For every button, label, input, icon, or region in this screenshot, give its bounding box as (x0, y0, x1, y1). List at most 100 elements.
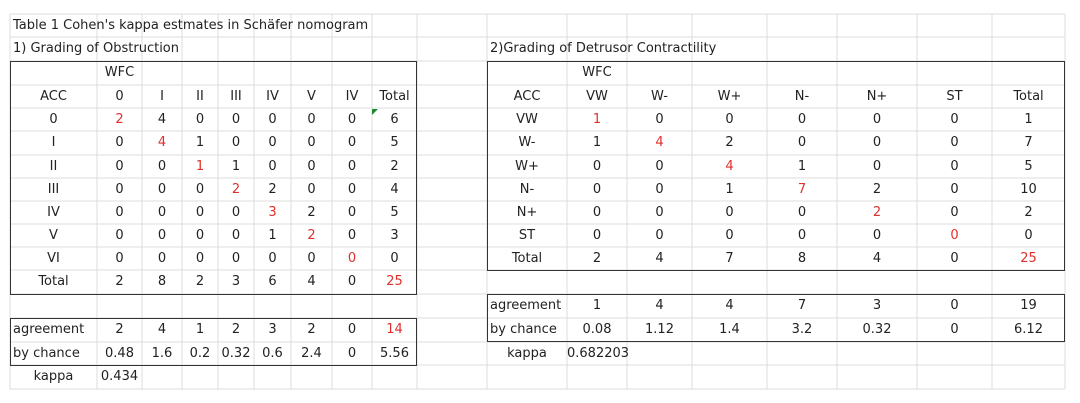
obstruction-table-cell: 0 (347, 251, 357, 266)
contractility-row-label: Total (511, 251, 543, 266)
contractility-table-cell: 4 (872, 251, 882, 266)
contractility-table-cell: 0 (950, 135, 959, 150)
contractility-table-cell: 1 (725, 182, 734, 197)
contractility-table-cell: 8 (797, 251, 807, 266)
contractility-table-cell: 0 (950, 205, 959, 220)
obstruction-table-cell: 25 (386, 274, 403, 289)
contractility-table-cell: 0 (592, 205, 602, 220)
contractility-table-cell: 1 (797, 159, 807, 174)
obstruction-table-cell: 0 (307, 182, 316, 197)
contractility-wfc-label: WFC (582, 65, 612, 80)
obstruction-table-cell: 0 (157, 159, 167, 174)
obstruction-agreement-label: agreement (13, 322, 85, 337)
obstruction-row-label: VI (47, 251, 60, 266)
obstruction-table-cell: 0 (307, 112, 316, 127)
contractility-agreement-cell: 3 (872, 298, 882, 313)
contractility-table-cell: 2 (872, 182, 882, 197)
contractility-table-cell: 0 (950, 112, 959, 127)
obstruction-table-cell: 5 (390, 135, 399, 150)
obstruction-table-cell: 4 (157, 135, 167, 150)
contractility-header-cell: W+ (717, 89, 742, 104)
contractility-header-cell: Total (1013, 89, 1044, 104)
obstruction-table-cell: 2 (195, 274, 205, 289)
obstruction-table-cell: 0 (268, 159, 277, 174)
obstruction-table-cell: 3 (231, 274, 241, 289)
obstruction-header-cell: Total (379, 89, 410, 104)
obstruction-chance-cell: 5.56 (380, 346, 409, 361)
obstruction-table-cell: 2 (115, 112, 124, 127)
contractility-table-cell: 10 (1020, 182, 1037, 197)
obstruction-table-cell: 5 (390, 205, 399, 220)
contractility-header-cell: VW (586, 89, 608, 104)
contractility-table-cell: 0 (872, 135, 882, 150)
obstruction-heading: 1) Grading of Obstruction (13, 41, 179, 56)
obstruction-row-label: III (47, 182, 60, 197)
contractility-agreement-cell: 0 (950, 298, 959, 313)
obstruction-table-cell: 0 (115, 135, 124, 150)
obstruction-chance-cell: 0.32 (221, 346, 251, 361)
cell-note-marker (372, 109, 378, 115)
contractility-chance-label: by chance (490, 322, 557, 337)
contractility-chance-cell: 0.32 (862, 322, 892, 337)
obstruction-row-label: 0 (49, 112, 58, 127)
obstruction-chance-cell: 0.48 (105, 346, 134, 361)
obstruction-table-cell: 0 (231, 205, 241, 220)
table-title: Table 1 Cohen's kappa estmates in Schäfe… (13, 18, 369, 33)
contractility-table-cell: 5 (1024, 159, 1033, 174)
obstruction-agreement-cell: 4 (157, 322, 167, 337)
obstruction-header-cell: V (307, 89, 316, 104)
obstruction-table-cell: 0 (195, 205, 205, 220)
contractility-table-cell: 0 (655, 182, 664, 197)
obstruction-table-cell: 0 (390, 251, 399, 266)
obstruction-chance-cell: 0.6 (262, 346, 283, 361)
obstruction-row-label: V (49, 228, 58, 243)
obstruction-table-cell: 0 (115, 159, 124, 174)
contractility-table-cell: 7 (725, 251, 734, 266)
contractility-header-cell: W- (650, 89, 669, 104)
contractility-table-cell: 0 (797, 228, 807, 243)
contractility-table-cell: 0 (655, 228, 664, 243)
obstruction-header-cell: IV (345, 89, 359, 104)
obstruction-table-cell: 1 (195, 135, 205, 150)
contractility-header-cell: ST (946, 89, 963, 104)
contractility-agreement-cell: 4 (655, 298, 664, 313)
obstruction-header-cell: II (196, 89, 204, 104)
contractility-kappa-label: kappa (507, 346, 547, 361)
contractility-table-cell: 0 (655, 205, 664, 220)
contractility-row-label: VW (516, 112, 538, 127)
contractility-table-cell: 7 (797, 182, 807, 197)
obstruction-table-cell: 0 (195, 251, 205, 266)
contractility-table-cell: 0 (872, 228, 882, 243)
contractility-agreement-cell: 1 (592, 298, 602, 313)
obstruction-agreement-cell: 14 (386, 322, 403, 337)
contractility-row-label: W- (518, 135, 536, 150)
obstruction-table-cell: 0 (347, 274, 357, 289)
contractility-table-cell: 0 (1024, 228, 1033, 243)
obstruction-table-cell: 0 (268, 112, 277, 127)
contractility-table-cell: 25 (1020, 251, 1037, 266)
obstruction-table-cell: 0 (231, 135, 241, 150)
obstruction-table-cell: 0 (195, 112, 205, 127)
obstruction-chance-cell: 1.6 (151, 346, 173, 361)
contractility-chance-cell: 6.12 (1014, 322, 1043, 337)
contractility-heading: 2)Grading of Detrusor Contractility (490, 41, 717, 56)
obstruction-table-cell: 0 (195, 182, 205, 197)
obstruction-table-cell: 0 (157, 182, 167, 197)
obstruction-table-cell: 1 (231, 159, 241, 174)
contractility-table-cell: 2 (872, 205, 882, 220)
contractility-table-cell: 0 (592, 228, 602, 243)
obstruction-table-cell: 4 (157, 112, 167, 127)
obstruction-table-cell: 2 (268, 182, 277, 197)
contractility-table-cell: 0 (725, 228, 734, 243)
obstruction-table-cell: 0 (157, 251, 167, 266)
contractility-table-cell: 4 (655, 135, 664, 150)
obstruction-chance-cell: 0 (347, 346, 357, 361)
obstruction-table-cell: 0 (347, 228, 357, 243)
contractility-table-cell: 0 (725, 205, 734, 220)
obstruction-table-cell: 0 (347, 112, 357, 127)
obstruction-table-cell: 0 (307, 159, 316, 174)
contractility-table-cell: 1 (592, 135, 602, 150)
contractility-agreement-label: agreement (490, 298, 562, 313)
contractility-row-label: ST (518, 228, 536, 243)
obstruction-row-label: II (49, 159, 58, 174)
